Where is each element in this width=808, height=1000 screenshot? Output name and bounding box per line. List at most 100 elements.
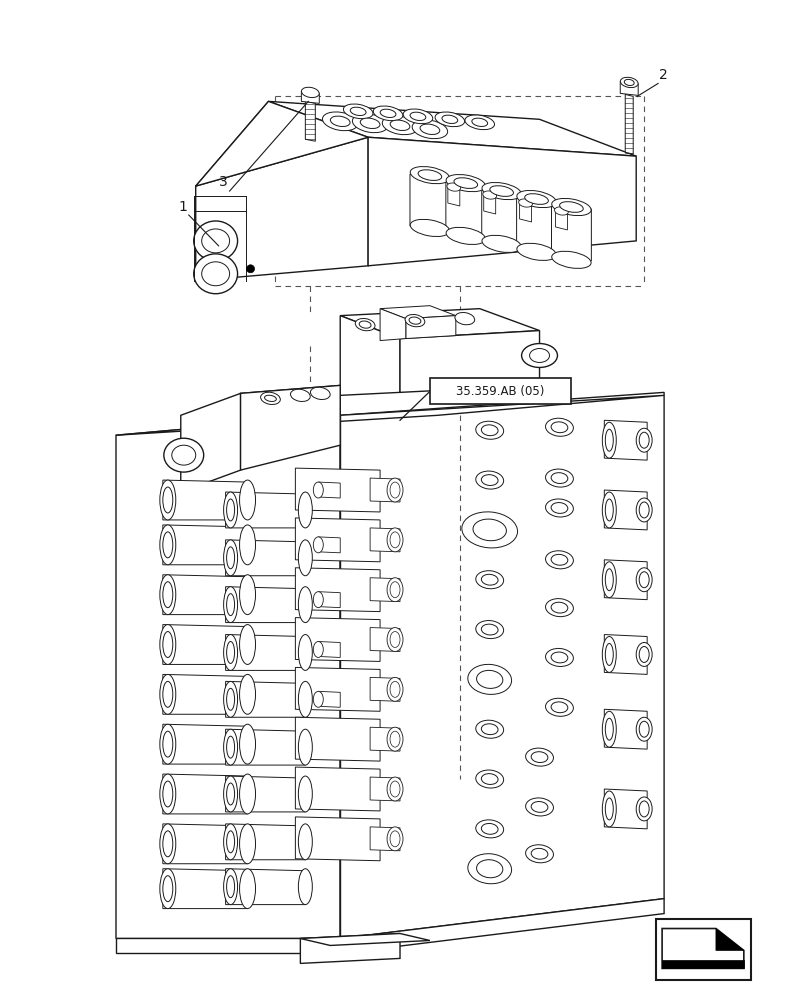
Ellipse shape — [639, 502, 649, 518]
Ellipse shape — [163, 532, 173, 558]
Ellipse shape — [163, 781, 173, 807]
Polygon shape — [296, 767, 380, 811]
Ellipse shape — [605, 569, 613, 591]
Polygon shape — [225, 635, 305, 670]
Polygon shape — [340, 316, 400, 395]
Ellipse shape — [482, 574, 498, 585]
Ellipse shape — [551, 602, 568, 613]
Polygon shape — [116, 395, 664, 435]
Polygon shape — [662, 929, 744, 968]
Ellipse shape — [529, 349, 549, 362]
Polygon shape — [370, 827, 400, 851]
Ellipse shape — [343, 104, 373, 119]
Polygon shape — [370, 777, 400, 801]
Ellipse shape — [390, 632, 400, 647]
Ellipse shape — [465, 115, 494, 130]
Ellipse shape — [605, 718, 613, 740]
Ellipse shape — [476, 421, 503, 439]
Ellipse shape — [476, 720, 503, 738]
Polygon shape — [196, 101, 368, 186]
Ellipse shape — [602, 791, 617, 827]
Ellipse shape — [226, 688, 234, 710]
Ellipse shape — [224, 635, 238, 670]
Polygon shape — [225, 824, 305, 860]
Ellipse shape — [551, 702, 568, 713]
Ellipse shape — [472, 118, 487, 126]
Ellipse shape — [226, 499, 234, 521]
Polygon shape — [482, 190, 522, 245]
Ellipse shape — [224, 492, 238, 528]
Ellipse shape — [476, 820, 503, 838]
Polygon shape — [163, 774, 247, 814]
Ellipse shape — [239, 724, 255, 764]
Ellipse shape — [164, 438, 204, 472]
Ellipse shape — [298, 587, 313, 623]
Ellipse shape — [239, 480, 255, 520]
Ellipse shape — [390, 731, 400, 747]
Ellipse shape — [605, 644, 613, 665]
Polygon shape — [296, 618, 380, 661]
Ellipse shape — [482, 475, 498, 485]
Ellipse shape — [387, 578, 403, 602]
Ellipse shape — [160, 575, 176, 615]
Polygon shape — [368, 137, 636, 266]
Polygon shape — [370, 727, 400, 751]
Polygon shape — [662, 960, 744, 968]
Ellipse shape — [412, 120, 448, 139]
Ellipse shape — [163, 487, 173, 513]
Polygon shape — [301, 91, 319, 103]
Polygon shape — [296, 667, 380, 711]
Ellipse shape — [522, 344, 558, 367]
Ellipse shape — [473, 519, 507, 541]
Polygon shape — [163, 575, 247, 615]
Polygon shape — [370, 628, 400, 651]
Ellipse shape — [482, 182, 521, 200]
Ellipse shape — [476, 770, 503, 788]
Ellipse shape — [163, 876, 173, 902]
Ellipse shape — [482, 425, 498, 436]
Ellipse shape — [477, 670, 503, 688]
Ellipse shape — [387, 827, 403, 851]
Ellipse shape — [314, 537, 323, 553]
Polygon shape — [196, 101, 268, 261]
Polygon shape — [163, 674, 247, 714]
Ellipse shape — [560, 202, 583, 212]
Polygon shape — [163, 525, 247, 565]
Ellipse shape — [551, 554, 568, 565]
Ellipse shape — [605, 499, 613, 521]
Ellipse shape — [224, 540, 238, 576]
Polygon shape — [241, 385, 340, 470]
Ellipse shape — [602, 422, 617, 458]
Ellipse shape — [160, 774, 176, 814]
Polygon shape — [446, 182, 486, 237]
Ellipse shape — [482, 774, 498, 784]
Ellipse shape — [625, 79, 634, 86]
Ellipse shape — [172, 445, 196, 465]
Ellipse shape — [226, 642, 234, 663]
Ellipse shape — [226, 594, 234, 616]
Polygon shape — [163, 625, 247, 664]
Ellipse shape — [390, 582, 400, 598]
Ellipse shape — [545, 648, 574, 666]
Ellipse shape — [602, 637, 617, 672]
Ellipse shape — [360, 321, 371, 328]
Ellipse shape — [418, 170, 442, 180]
Ellipse shape — [605, 798, 613, 820]
Polygon shape — [318, 592, 340, 608]
Ellipse shape — [490, 186, 513, 196]
Polygon shape — [340, 899, 664, 953]
Ellipse shape — [314, 642, 323, 657]
Ellipse shape — [224, 587, 238, 623]
Ellipse shape — [387, 777, 403, 801]
Ellipse shape — [261, 392, 280, 404]
Ellipse shape — [226, 831, 234, 853]
Ellipse shape — [382, 116, 418, 135]
Ellipse shape — [551, 652, 568, 663]
Ellipse shape — [526, 845, 553, 863]
Ellipse shape — [483, 191, 497, 199]
Polygon shape — [318, 691, 340, 707]
Ellipse shape — [639, 721, 649, 737]
Polygon shape — [116, 938, 340, 953]
Ellipse shape — [226, 783, 234, 805]
Polygon shape — [370, 528, 400, 552]
